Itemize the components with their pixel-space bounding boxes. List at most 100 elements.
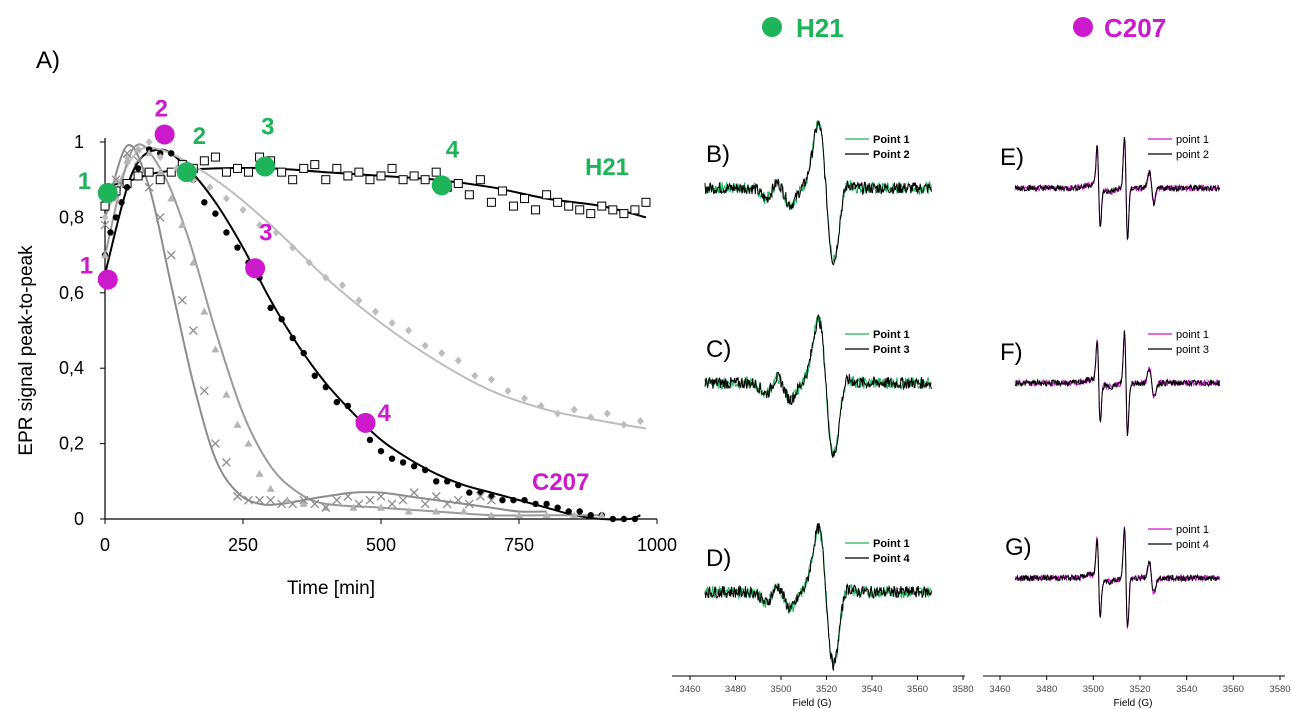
data-point [365, 175, 375, 185]
spectrum-trace [1014, 137, 1220, 240]
spectrum-panel-label: F) [1000, 339, 1023, 366]
c207-point-label: 2 [155, 95, 168, 122]
legend-label: point 1 [1176, 134, 1209, 146]
data-point [355, 296, 363, 305]
field-tick-label: 3560 [1223, 684, 1244, 695]
y-axis-title: EPR signal peak-to-peak [16, 245, 37, 456]
data-point [420, 175, 430, 185]
data-point [332, 495, 342, 505]
data-point [200, 307, 209, 315]
data-point [133, 171, 143, 181]
data-point [343, 491, 353, 501]
field-tick-label: 3460 [679, 684, 700, 695]
data-point [365, 495, 375, 505]
spectrum-panel-label: D) [706, 545, 731, 572]
data-point [283, 496, 292, 504]
data-point [272, 228, 280, 237]
field-tick-label: 3480 [1036, 684, 1057, 695]
h21-header-dot [762, 17, 782, 37]
field-tick-label: 3520 [1129, 684, 1150, 695]
data-point [354, 499, 364, 509]
main-axes [100, 138, 658, 524]
data-point [376, 491, 386, 501]
c207-point-marker [355, 412, 376, 433]
data-point [145, 149, 154, 157]
y-tick-label: 1 [74, 132, 84, 152]
data-point [134, 165, 142, 172]
fit-curve [104, 146, 647, 430]
data-point [554, 409, 562, 418]
spectrum-trace [1014, 331, 1220, 436]
data-point [531, 205, 541, 215]
data-point [233, 491, 242, 501]
c207-point-label: 1 [80, 253, 93, 280]
data-point [168, 150, 175, 157]
c207-point-marker [245, 258, 266, 279]
data-point [399, 459, 407, 466]
data-point [597, 511, 606, 519]
data-point [459, 507, 468, 515]
data-point [100, 220, 110, 230]
data-point [487, 375, 495, 384]
field-tick-label: 3580 [952, 684, 973, 695]
data-point [453, 495, 463, 505]
data-point [300, 349, 307, 357]
c207-header: C207 [1104, 13, 1166, 43]
spectrum-panel-label: E) [1000, 144, 1024, 171]
data-point [255, 495, 265, 505]
data-point [444, 478, 451, 485]
data-point [299, 163, 309, 173]
data-point [167, 194, 176, 202]
data-point [289, 243, 297, 252]
data-point [344, 402, 352, 410]
legend-label: point 1 [1176, 524, 1209, 536]
fit-curve [104, 166, 647, 219]
data-point [587, 413, 595, 422]
data-point [515, 511, 523, 519]
h21-point-marker [431, 175, 452, 196]
data-point [387, 163, 397, 173]
data-point [405, 326, 413, 335]
x-axis-title: Time [min] [287, 578, 375, 599]
data-point [603, 409, 611, 418]
data-point [311, 372, 318, 379]
data-point [166, 167, 176, 177]
data-point [210, 152, 220, 162]
epr-spectra: B) Point 1 Point 2 C) Point 1 Point 3 D) Point … [672, 119, 1291, 709]
data-point [431, 167, 441, 177]
data-point [177, 295, 187, 305]
data-point [508, 201, 518, 211]
data-point [100, 201, 110, 211]
data-point [212, 210, 219, 217]
data-point [166, 250, 176, 260]
h21-point-marker [97, 182, 118, 203]
field-tick-label: 3460 [989, 684, 1010, 695]
spectrum-trace [1015, 526, 1220, 629]
data-point [431, 491, 441, 501]
data-point [210, 439, 220, 449]
x-tick-label: 1000 [637, 535, 677, 555]
data-point [454, 356, 462, 365]
spectrum-trace [704, 523, 932, 666]
data-point [332, 163, 342, 173]
data-point [471, 371, 479, 380]
data-point [409, 488, 419, 498]
data-point [620, 515, 628, 523]
data-point [211, 345, 220, 353]
data-point [321, 503, 331, 513]
h21-point-marker [176, 162, 197, 183]
data-point [398, 175, 408, 185]
data-point [111, 175, 121, 185]
data-point [144, 182, 154, 192]
field-tick-label: 3540 [861, 684, 882, 695]
data-point [543, 500, 550, 508]
data-point [321, 175, 331, 185]
c207-point-marker [97, 269, 118, 290]
annotation-c207: C207 [532, 469, 589, 496]
data-point [499, 496, 506, 504]
data-point [123, 184, 131, 191]
data-point [421, 466, 429, 474]
h21-header: H21 [796, 13, 844, 43]
data-point [338, 281, 346, 290]
